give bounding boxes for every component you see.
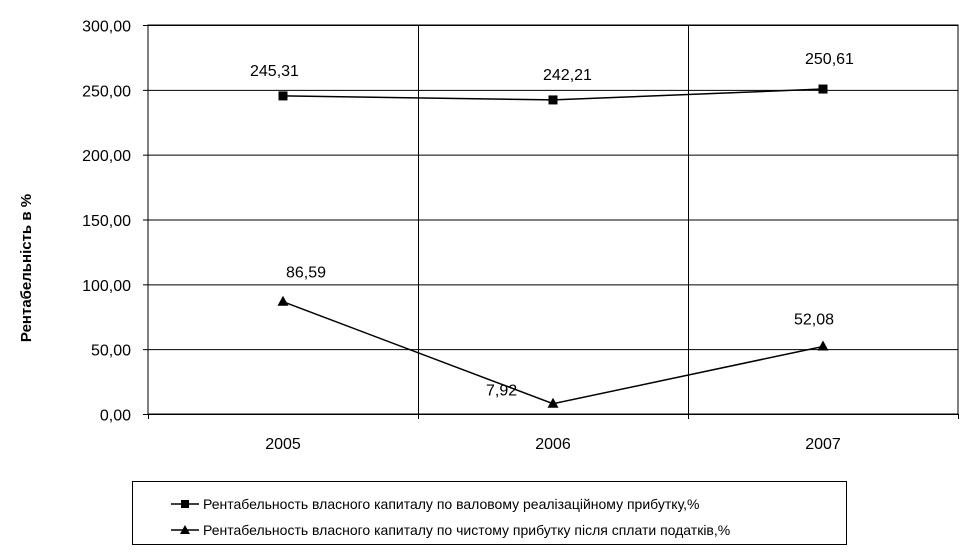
- y-tick-label: 250,00: [82, 83, 131, 100]
- y-tick-label: 100,00: [82, 278, 131, 295]
- data-point-square: [818, 84, 828, 94]
- y-tick-label: 200,00: [82, 148, 131, 165]
- legend-label-series-2: Рентабельность власного капиталу по чист…: [203, 522, 731, 538]
- y-tick-label: 150,00: [82, 213, 131, 230]
- data-point-triangle: [277, 295, 289, 306]
- data-point-triangle: [817, 340, 829, 351]
- line-chart: 0,00 50,00 100,00 150,00 200,00 250,00 300,00 2…: [82, 19, 959, 453]
- data-label: 245,31: [250, 63, 299, 80]
- data-label: 242,21: [543, 67, 592, 84]
- data-label: 52,08: [794, 311, 834, 328]
- legend-item-series-1: Рентабельность власного капиталу по вало…: [133, 494, 700, 514]
- legend: Рентабельность власного капиталу по вало…: [132, 481, 847, 545]
- data-label: 250,61: [805, 51, 854, 68]
- data-point-square: [278, 91, 288, 101]
- x-tick-label: 2007: [805, 436, 841, 453]
- legend-label-series-1: Рентабельность власного капиталу по вало…: [203, 496, 700, 512]
- y-axis-title: Рентабельність в %: [18, 193, 35, 343]
- data-label: 86,59: [286, 265, 326, 282]
- data-label: 7,92: [486, 383, 517, 400]
- data-point-square: [548, 95, 558, 105]
- x-tick-label: 2005: [265, 436, 301, 453]
- x-tick-label: 2006: [535, 436, 571, 453]
- y-tick-label: 50,00: [91, 343, 131, 360]
- series-line-2: [282, 301, 824, 405]
- square-marker-icon: [171, 500, 199, 508]
- triangle-marker-icon: [171, 525, 199, 534]
- y-tick-label: 0,00: [100, 408, 131, 425]
- legend-item-series-2: Рентабельность власного капиталу по чист…: [133, 520, 730, 540]
- data-point-triangle: [547, 397, 559, 408]
- y-tick-label: 300,00: [82, 19, 131, 36]
